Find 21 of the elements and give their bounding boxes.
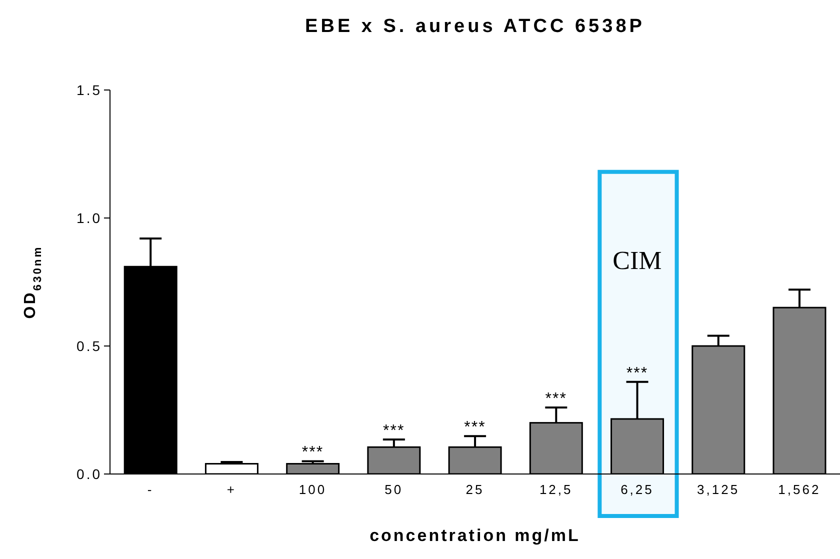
x-tick-label: 100 xyxy=(298,482,327,497)
x-axis-title: concentration mg/mL xyxy=(370,526,580,545)
x-tick-label: 1,562 xyxy=(778,482,821,497)
band-label: CIM xyxy=(612,246,662,276)
annotation: *** xyxy=(302,444,324,462)
annotation: *** xyxy=(464,419,486,436)
annotation: *** xyxy=(626,364,648,382)
y-tick-label: 0.5 xyxy=(76,338,102,354)
annotation: *** xyxy=(545,390,567,408)
y-tick-label: 1.5 xyxy=(76,82,102,98)
y-tick-label: 0.0 xyxy=(76,466,102,482)
y-tick-label: 1.0 xyxy=(76,210,102,226)
x-tick-label: 50 xyxy=(384,482,404,497)
x-tick-label: 3,125 xyxy=(697,482,740,497)
x-tick-label: 12,5 xyxy=(539,482,573,497)
annotation: *** xyxy=(383,422,405,440)
x-tick-label: + xyxy=(226,482,236,497)
x-tick-label: - xyxy=(147,482,154,497)
chart-title: EBE x S. aureus ATCC 6538P xyxy=(304,16,646,38)
x-tick-label: 25 xyxy=(466,482,484,497)
x-tick-label: 6,25 xyxy=(620,482,654,497)
